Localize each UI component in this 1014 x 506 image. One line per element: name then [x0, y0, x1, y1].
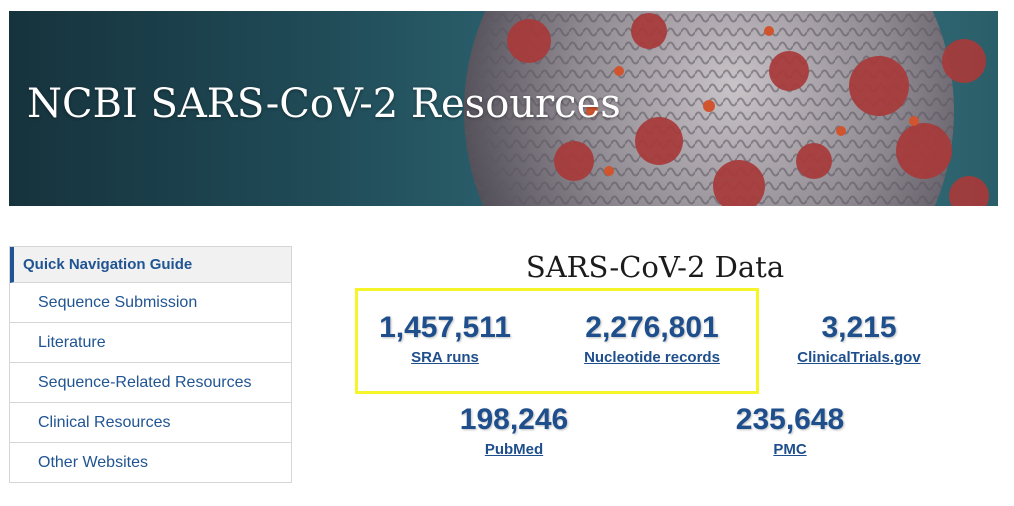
sidebar-item-sequence-related-resources[interactable]: Sequence-Related Resources: [10, 363, 291, 403]
sidebar-item-other-websites[interactable]: Other Websites: [10, 443, 291, 483]
data-section-title: SARS-CoV-2 Data: [525, 250, 785, 284]
hero-banner: NCBI SARS-CoV-2 Resources: [9, 11, 998, 206]
virus-illustration: [464, 11, 989, 206]
stat-pmc: 235,648 PMC: [690, 403, 890, 459]
stat-value: 198,246: [459, 403, 569, 436]
quick-navigation-guide: Quick Navigation Guide Sequence Submissi…: [9, 246, 292, 483]
sidebar-item-clinical-resources[interactable]: Clinical Resources: [10, 403, 291, 443]
nucleotide-records-link[interactable]: Nucleotide records: [584, 349, 720, 366]
stat-value: 1,457,511: [379, 311, 511, 344]
stat-value: 3,215: [821, 311, 897, 344]
sidebar-item-sequence-submission[interactable]: Sequence Submission: [10, 283, 291, 323]
highlight-box: [355, 288, 759, 394]
stat-pubmed: 198,246 PubMed: [414, 403, 614, 459]
stat-sra-runs: 1,457,511 SRA runs: [345, 311, 545, 367]
pubmed-link[interactable]: PubMed: [484, 441, 544, 458]
sidebar-item-literature[interactable]: Literature: [10, 323, 291, 363]
stat-value: 2,276,801: [585, 311, 719, 344]
page-title: NCBI SARS-CoV-2 Resources: [27, 81, 621, 127]
stat-nucleotide-records: 2,276,801 Nucleotide records: [552, 311, 752, 367]
clinicaltrials-gov-link[interactable]: ClinicalTrials.gov: [797, 349, 921, 366]
sra-runs-link[interactable]: SRA runs: [411, 349, 479, 366]
stat-value: 235,648: [735, 403, 845, 436]
quick-nav-header: Quick Navigation Guide: [10, 247, 291, 283]
stat-clinical-trials: 3,215 ClinicalTrials.gov: [759, 311, 959, 367]
pmc-link[interactable]: PMC: [773, 441, 807, 458]
